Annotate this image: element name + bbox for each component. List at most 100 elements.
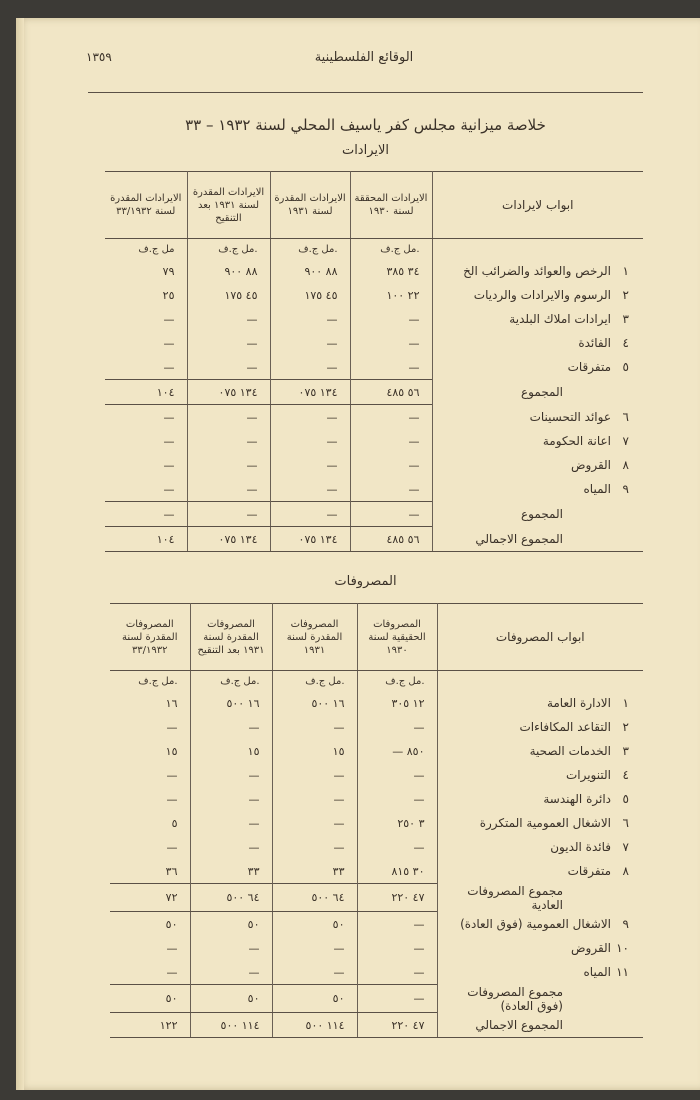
value-cell: ٣ ٢٥٠ — [356, 811, 437, 835]
row-label-cell: ٧ اعانة الحكومة — [431, 429, 643, 453]
grand-total-row: المجموع الاجمالي ٥٦ ٤٨٥ ١٣٤ ٠٧٥ ١٣٤ ٠٧٥ ١٠٤ — [105, 526, 643, 552]
value-cell: — — [163, 312, 175, 326]
row-number: ٩ — [622, 916, 629, 931]
row-label: المجموع الاجمالي — [475, 1017, 563, 1032]
row-label-cell: ٢ التقاعد المكافاءات — [436, 715, 643, 739]
value-cell: ٥٦ ٤٨٥ — [349, 526, 432, 552]
page-title: خلاصة ميزانية مجلس كفر ياسيف المحلي لسنة… — [185, 116, 546, 134]
value-cell: — — [186, 477, 270, 502]
column-header: الايرادات المحققة لسنة ١٩٣٠ — [349, 171, 432, 239]
value-cell: — — [356, 787, 437, 811]
grand-total-row: المجموع الاجمالي ٤٧ ٢٢٠ ١١٤ ٥٠٠ ١١٤ ٥٠٠ ١٢٢ — [110, 1012, 643, 1038]
value-cell: — — [166, 792, 178, 806]
value-cell: — — [271, 960, 357, 985]
value-cell: — — [356, 960, 437, 985]
row-label: عوائد التحسينات — [529, 409, 611, 424]
value-cell: — — [163, 434, 175, 448]
row-number: ١ — [622, 264, 629, 278]
column-header: الايرادات المقدرة لسنة ١٩٣١ — [269, 171, 350, 239]
column-header-label: ابواب المصروفات — [436, 603, 643, 671]
value-cell: — — [349, 307, 432, 331]
value-cell: — — [349, 477, 432, 502]
column-header: المصروفات الحقيقية لسنة ١٩٣٠ — [356, 603, 437, 671]
row-label: الادارة العامة — [546, 696, 611, 710]
unit-label: مل ج.ف. — [138, 675, 178, 687]
row-label: القروض — [571, 941, 611, 955]
unit-label: مل ج.ف. — [356, 670, 437, 691]
column-header: المصروفات المقدرة لسنة ١٩٣١ — [271, 603, 357, 671]
value-cell: — — [186, 501, 270, 527]
value-cell: ٤٧ ٢٢٠ — [356, 1012, 437, 1038]
units-row: مل ج.ف. مل ج.ف. مل ج.ف. مل ج.ف. — [110, 670, 643, 691]
row-number: ٢ — [622, 288, 629, 302]
value-cell: ٤٥ ١٧٥ — [186, 283, 270, 307]
value-cell: ٥٠ — [271, 984, 357, 1013]
table-header-row: ابواب لايرادات الايرادات المحققة لسنة ١٩٣… — [105, 171, 643, 239]
value-cell: — — [163, 336, 175, 350]
subtotal-row: مجموع المصروفات (فوق العادة) —٥٠ ٥٠ ٥٠ — [110, 984, 643, 1013]
value-cell: — — [269, 453, 350, 477]
revenue-section-title: الايرادات — [341, 143, 390, 158]
table-header-row: ابواب المصروفات المصروفات الحقيقية لسنة ١… — [110, 603, 643, 671]
value-cell: — — [189, 936, 272, 960]
value-cell: — — [269, 307, 350, 331]
row-label-cell: مجموع المصروفات (فوق العادة) — [436, 984, 643, 1013]
value-cell: — — [189, 787, 272, 811]
row-number: ٧ — [622, 840, 629, 854]
row-label: مجموع المصروفات (فوق العادة) — [467, 984, 563, 1013]
row-number: ٣ — [622, 312, 629, 326]
value-cell: ١٥ — [189, 739, 272, 763]
page-edge — [16, 18, 24, 1090]
value-cell: ١٠٤ — [105, 526, 187, 552]
row-label-cell: ٥ متفرقات — [431, 355, 643, 380]
value-cell: — — [349, 453, 432, 477]
value-cell: — — [163, 458, 175, 472]
value-cell: ١٥ — [165, 744, 178, 758]
value-cell: ٧٩ — [162, 264, 175, 278]
row-label: التقاعد المكافاءات — [519, 720, 612, 734]
value-cell: — — [163, 410, 175, 424]
row-label: متفرقات — [567, 360, 611, 375]
subtotal-row: مجموع المصروفات العادية ٤٧ ٢٢٠ ٦٤ ٥٠٠ ٦٤ ٥٠… — [110, 883, 643, 912]
value-cell: ١٣٤ ٠٧٥ — [186, 379, 270, 405]
value-cell: — — [269, 501, 350, 527]
value-cell: — — [186, 307, 270, 331]
value-cell: — — [356, 715, 437, 739]
row-number: ٨ — [622, 864, 629, 879]
table-row: ٣ايرادات املاك البلدية — — — — — [105, 307, 643, 331]
row-label-cell: ٨ متفرقات — [436, 859, 643, 884]
value-cell: ٣٤ ٣٨٥ — [349, 259, 432, 283]
value-cell: ٤٧ ٢٢٠ — [356, 883, 437, 912]
value-cell: — — [356, 911, 437, 936]
units-row: مل ج.ف. مل ج.ف. مل ج.ف. مل ج.ف — [105, 238, 643, 259]
value-cell: — — [349, 355, 432, 380]
value-cell: ٥ — [171, 816, 178, 830]
value-cell: ١٣٤ ٠٧٥ — [269, 379, 350, 405]
table-row: ١١المياه — — — — — [110, 960, 643, 985]
table-row: ٦الاشغال العمومية المتكررة ٣ ٢٥٠— —٥ — [110, 811, 643, 835]
value-cell: — — [186, 453, 270, 477]
row-label: متفرقات — [567, 864, 611, 879]
table-row: ٨متفرقات ٣٠ ٨١٥ ٣٣ ٣٣ ٣٦ — [110, 859, 643, 884]
table-row: ٩المياه — — — — — [105, 477, 643, 502]
row-label: الخدمات الصحية — [529, 744, 611, 758]
value-cell: ١٦ — [165, 696, 178, 710]
value-cell: — — [271, 763, 357, 787]
value-cell: ٣٦ — [165, 864, 178, 878]
column-header: الايرادات المقدرة لسنة ٣٣/١٩٣٢ — [105, 171, 187, 239]
row-label: القروض — [571, 458, 611, 472]
table-row: ٩الاشغال العمومية (فوق العادة) —٥٠ ٥٠ ٥٠ — [110, 911, 643, 936]
row-number: ٥ — [622, 792, 629, 806]
row-label-cell: ٥ دائرة الهندسة — [436, 787, 643, 811]
table-row: ٧اعانة الحكومة — — — — — [105, 429, 643, 453]
value-cell: — ٨٥٠ — [356, 739, 437, 763]
row-label-cell: المجموع — [431, 501, 643, 527]
value-cell: — — [189, 715, 272, 739]
value-cell: — — [271, 936, 357, 960]
value-cell: — — [186, 331, 270, 355]
unit-label: مل ج.ف. — [349, 238, 432, 259]
value-cell: ١١٤ ٥٠٠ — [271, 1012, 357, 1038]
value-cell: ٦٤ ٥٠٠ — [189, 883, 272, 912]
value-cell: — — [269, 477, 350, 502]
unit-label: مل ج.ف — [138, 243, 175, 255]
